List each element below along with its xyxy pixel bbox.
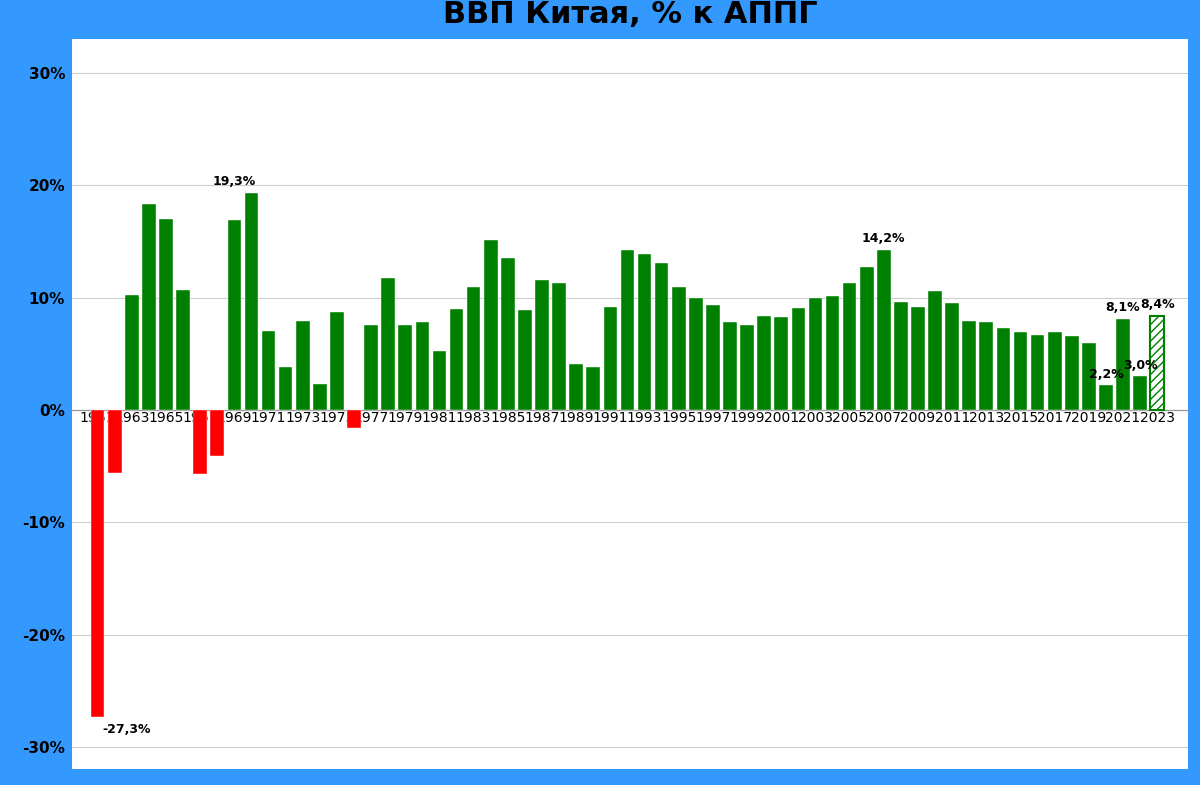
- Bar: [706, 305, 720, 410]
- Bar: [450, 309, 463, 410]
- Bar: [296, 321, 310, 410]
- Bar: [398, 324, 412, 410]
- Text: 8,4%: 8,4%: [1140, 298, 1175, 311]
- Bar: [347, 410, 361, 428]
- Text: 14,2%: 14,2%: [862, 232, 906, 245]
- Bar: [1031, 334, 1044, 410]
- Bar: [877, 250, 890, 410]
- Bar: [792, 308, 805, 410]
- Bar: [1048, 332, 1062, 410]
- Bar: [1082, 342, 1096, 410]
- Bar: [860, 267, 874, 410]
- Bar: [176, 290, 190, 410]
- Bar: [415, 323, 430, 410]
- Bar: [826, 297, 839, 410]
- Bar: [569, 363, 583, 410]
- Bar: [245, 193, 258, 410]
- Bar: [433, 352, 446, 410]
- Bar: [774, 316, 788, 410]
- Bar: [262, 331, 275, 410]
- Bar: [929, 290, 942, 410]
- Bar: [809, 298, 822, 410]
- Bar: [979, 323, 994, 410]
- Bar: [108, 410, 121, 473]
- Bar: [996, 328, 1010, 410]
- Bar: [160, 219, 173, 410]
- Bar: [228, 220, 241, 410]
- Bar: [210, 410, 224, 456]
- Text: 3,0%: 3,0%: [1123, 359, 1158, 372]
- Bar: [689, 298, 703, 410]
- Bar: [484, 240, 498, 410]
- Bar: [125, 295, 139, 410]
- Bar: [842, 283, 857, 410]
- Bar: [552, 283, 566, 410]
- Text: -27,3%: -27,3%: [103, 723, 151, 736]
- Bar: [1014, 332, 1027, 410]
- Bar: [193, 410, 208, 474]
- Bar: [1133, 376, 1147, 410]
- Bar: [655, 263, 668, 410]
- Bar: [91, 410, 104, 717]
- Bar: [535, 279, 548, 410]
- Bar: [142, 204, 156, 410]
- Bar: [740, 324, 754, 410]
- Bar: [1151, 316, 1164, 410]
- Text: 8,1%: 8,1%: [1105, 301, 1140, 315]
- Bar: [1116, 319, 1130, 410]
- Title: ВВП Китая, % к АППГ: ВВП Китая, % к АППГ: [443, 0, 817, 28]
- Bar: [620, 250, 635, 410]
- Bar: [946, 303, 959, 410]
- Bar: [604, 307, 617, 410]
- Bar: [313, 384, 326, 410]
- Bar: [518, 310, 532, 410]
- Bar: [467, 287, 480, 410]
- Bar: [1099, 385, 1112, 410]
- Bar: [1064, 336, 1079, 410]
- Bar: [382, 279, 395, 410]
- Bar: [672, 287, 685, 410]
- Bar: [637, 254, 652, 410]
- Bar: [757, 316, 770, 410]
- Bar: [724, 323, 737, 410]
- Bar: [911, 307, 925, 410]
- Text: 19,3%: 19,3%: [212, 174, 256, 188]
- Bar: [365, 324, 378, 410]
- Bar: [962, 321, 976, 410]
- Bar: [330, 312, 343, 410]
- Text: 2,2%: 2,2%: [1088, 367, 1123, 381]
- Bar: [278, 367, 293, 410]
- Bar: [894, 302, 907, 410]
- Bar: [500, 258, 515, 410]
- Bar: [587, 367, 600, 410]
